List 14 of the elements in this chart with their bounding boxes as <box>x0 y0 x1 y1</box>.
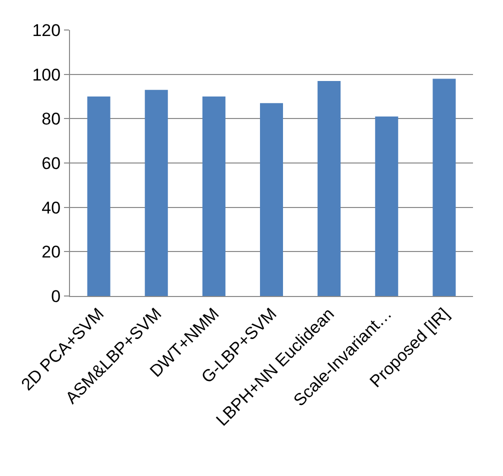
y-tick-label: 80 <box>42 110 61 129</box>
bar <box>375 116 398 296</box>
y-tick-label: 120 <box>32 20 61 40</box>
y-tick-label: 20 <box>42 242 61 262</box>
bar <box>260 103 284 296</box>
y-tick-label: 40 <box>42 198 61 218</box>
bar <box>432 78 456 296</box>
y-tick-label: 0 <box>51 286 61 306</box>
bar <box>318 80 341 296</box>
y-tick-label: 60 <box>42 154 61 173</box>
bar <box>87 96 110 296</box>
bar <box>144 90 168 296</box>
y-tick-label: 100 <box>32 65 61 84</box>
bar <box>202 96 226 296</box>
